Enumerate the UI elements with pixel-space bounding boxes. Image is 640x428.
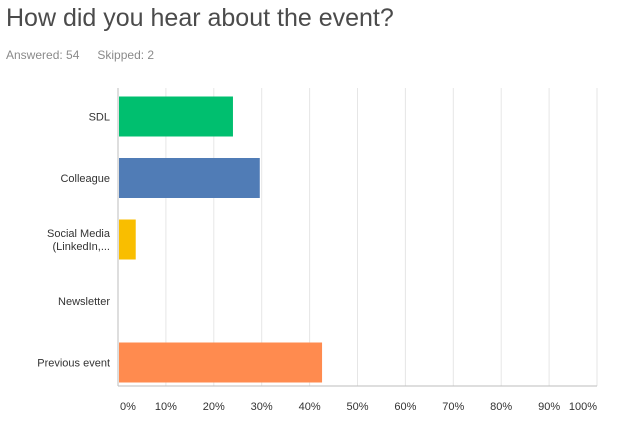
x-tick-label: 90% xyxy=(538,401,560,413)
x-tick-label: 60% xyxy=(394,401,416,413)
category-label: Previous event xyxy=(37,358,110,370)
bar xyxy=(119,158,260,198)
x-tick-label: 100% xyxy=(569,401,597,413)
x-tick-label: 30% xyxy=(251,401,273,413)
question-title: How did you hear about the event? xyxy=(6,4,394,32)
category-label: SDL xyxy=(89,112,110,124)
skipped-count: Skipped: 2 xyxy=(97,48,155,62)
category-label: Colleague xyxy=(60,173,110,185)
category-label: Newsletter xyxy=(58,296,110,308)
bar xyxy=(119,342,323,383)
x-tick-label: 10% xyxy=(155,401,177,413)
bar xyxy=(119,219,136,260)
x-tick-label: 50% xyxy=(346,401,368,413)
x-tick-label: 40% xyxy=(299,401,321,413)
x-tick-label: 80% xyxy=(490,401,512,413)
x-tick-label: 70% xyxy=(442,401,464,413)
category-label: (LinkedIn,... xyxy=(53,241,110,253)
x-tick-label: 20% xyxy=(203,401,225,413)
response-stats: Answered: 54 Skipped: 2 xyxy=(6,48,154,62)
x-tick-label: 0% xyxy=(120,401,136,413)
bar xyxy=(119,96,233,137)
answered-count: Answered: 54 xyxy=(6,48,80,62)
category-label: Social Media xyxy=(47,228,111,240)
